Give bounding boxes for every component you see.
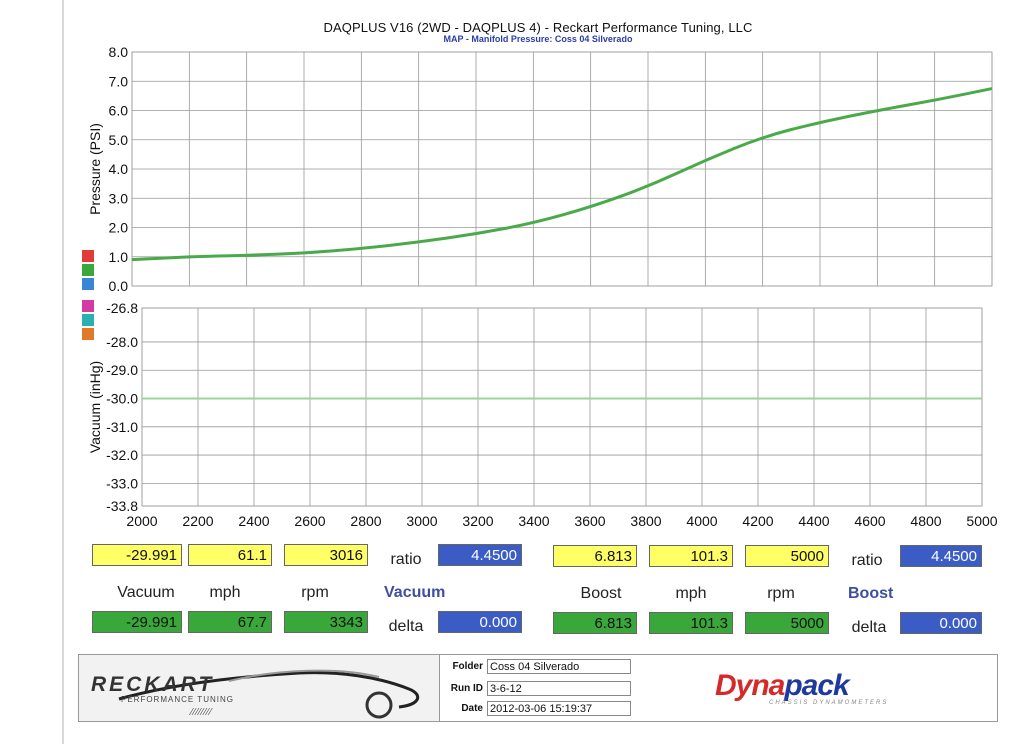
- pressure-chart: 8.0 7.0 6.0 5.0 4.0 3.0 2.0 1.0 0.0 Pressure (PSI…: [87, 44, 993, 294]
- right-boost-max: 6.813: [553, 612, 637, 634]
- legend-swatch: [82, 300, 94, 312]
- x-tick-label: 2800: [350, 513, 381, 529]
- x-tick-label: 4600: [854, 513, 885, 529]
- left-mph-label: mph: [209, 584, 241, 601]
- x-tick-label: 2400: [238, 513, 269, 529]
- y-tick-label: 2.0: [109, 220, 129, 236]
- runid-label: Run ID: [450, 683, 483, 694]
- x-tick-label: 3200: [462, 513, 493, 529]
- runid-value: 3-6-12: [487, 681, 631, 696]
- y-tick-label: 6.0: [109, 103, 129, 119]
- left-delta-label: delta: [388, 618, 424, 635]
- folder-label: Folder: [452, 661, 483, 672]
- y-tick-label: -29.0: [106, 362, 138, 378]
- y-tick-label: 4.0: [109, 161, 129, 177]
- dynapack-subtext: CHASSIS DYNAMOMETERS: [769, 700, 889, 706]
- y-tick-label: -31.0: [106, 419, 138, 435]
- y-axis-label: Vacuum (inHg): [87, 361, 103, 453]
- folder-value: Coss 04 Silverado: [487, 659, 631, 674]
- series-line: [131, 87, 993, 262]
- y-tick-label: 0.0: [109, 278, 129, 294]
- car-silhouette-icon: [118, 669, 420, 719]
- x-tick-label: 4200: [742, 513, 773, 529]
- x-tick-label: 3000: [406, 513, 437, 529]
- dynapack-logo: Dynapack: [715, 669, 850, 703]
- left-vacuum-value: -29.991: [92, 544, 182, 566]
- left-group-label: Vacuum: [384, 584, 446, 601]
- legend-swatch: [82, 250, 94, 262]
- charts-svg: 8.0 7.0 6.0 5.0 4.0 3.0 2.0 1.0 0.0 Pressure (PSI…: [87, 44, 998, 529]
- x-tick-label: 2200: [182, 513, 213, 529]
- right-delta-label: delta: [851, 619, 887, 636]
- y-tick-label: -33.0: [106, 475, 138, 491]
- legend-swatch: [82, 278, 94, 290]
- left-ratio-value: 4.4500: [438, 544, 522, 566]
- dynapack-brand-b: pack: [784, 669, 849, 702]
- right-ratio-value: 4.4500: [900, 545, 982, 567]
- footer: RECKART PERFORMANCE TUNING ⁄⁄⁄⁄⁄⁄⁄⁄ Fold…: [78, 654, 998, 722]
- x-tick-label: 5000: [966, 513, 997, 529]
- left-delta-value: 0.000: [438, 611, 522, 633]
- date-value: 2012-03-06 15:19:37: [487, 701, 631, 716]
- y-tick-label: 3.0: [109, 190, 129, 206]
- y-tick-label: 5.0: [109, 132, 129, 148]
- x-tick-label: 3400: [518, 513, 549, 529]
- legend-swatch: [82, 328, 94, 340]
- logo-text: RECKART: [91, 673, 215, 696]
- y-tick-label: -32.0: [106, 447, 138, 463]
- right-mph-value: 101.3: [649, 545, 733, 567]
- chart-subtitle: MAP - Manifold Pressure: Coss 04 Silvera…: [443, 34, 633, 44]
- left-rpm-label: rpm: [301, 584, 329, 601]
- reckart-logo: RECKART PERFORMANCE TUNING ⁄⁄⁄⁄⁄⁄⁄⁄: [79, 655, 440, 721]
- right-group-label: Boost: [848, 585, 894, 602]
- x-tick-label: 3600: [574, 513, 605, 529]
- dynapack-brand-a: Dyna: [715, 669, 785, 702]
- y-tick-label: -26.8: [106, 300, 138, 316]
- logo-subtext: PERFORMANCE TUNING: [121, 695, 234, 704]
- left-ratio-label: ratio: [390, 551, 422, 568]
- x-tick-label: 3800: [630, 513, 661, 529]
- left-rpm-value: 3016: [284, 544, 368, 566]
- right-rpm-label: rpm: [767, 585, 795, 602]
- y-tick-label: -28.0: [106, 334, 138, 350]
- left-rpm-max: 3343: [284, 611, 368, 633]
- right-delta-value: 0.000: [900, 612, 982, 634]
- x-tick-label: 4400: [798, 513, 829, 529]
- right-mph-label: mph: [675, 585, 707, 602]
- vacuum-chart: -26.8 -28.0 -29.0 -30.0 -31.0 -32.0 -33.0 -33.8…: [87, 300, 998, 529]
- left-vacuum-max: -29.991: [92, 611, 182, 633]
- right-ratio-label: ratio: [851, 552, 883, 569]
- x-tick-label: 2000: [126, 513, 157, 529]
- y-tick-label: -33.8: [106, 498, 138, 514]
- y-axis-label: Pressure (PSI): [87, 123, 103, 215]
- x-tick-label: 4000: [686, 513, 717, 529]
- right-mph-max: 101.3: [649, 612, 733, 634]
- y-tick-label: 7.0: [109, 73, 129, 89]
- logo-stripes: ⁄⁄⁄⁄⁄⁄⁄⁄: [191, 707, 213, 718]
- plot-area: [141, 307, 983, 507]
- left-mph-value: 61.1: [188, 544, 272, 566]
- date-label: Date: [461, 703, 483, 714]
- y-tick-label: 1.0: [109, 249, 129, 265]
- chart-title: DAQPLUS V16 (2WD - DAQPLUS 4) - Reckart …: [323, 20, 753, 35]
- legend-swatch: [82, 264, 94, 276]
- x-tick-label: 4800: [910, 513, 941, 529]
- right-rpm-value: 5000: [745, 545, 829, 567]
- right-rpm-max: 5000: [745, 612, 829, 634]
- scan-edge: [62, 0, 64, 744]
- right-boost-value: 6.813: [553, 545, 637, 567]
- y-tick-label: -30.0: [106, 391, 138, 407]
- legend-swatch: [82, 314, 94, 326]
- right-boost-label: Boost: [580, 585, 622, 602]
- x-tick-label: 2600: [294, 513, 325, 529]
- left-mph-max: 67.7: [188, 611, 272, 633]
- y-tick-label: 8.0: [109, 44, 129, 60]
- dyno-sheet: DAQPLUS V16 (2WD - DAQPLUS 4) - Reckart …: [66, 14, 1010, 732]
- left-vacuum-label: Vacuum: [117, 584, 175, 601]
